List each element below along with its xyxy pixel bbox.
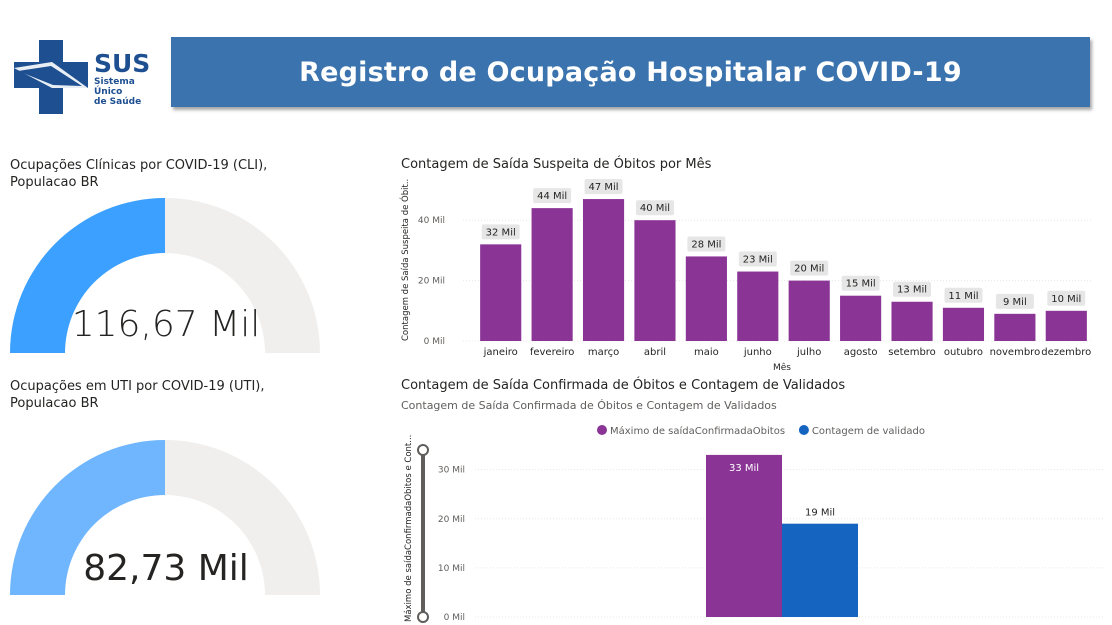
bar-janeiro[interactable] <box>480 244 522 341</box>
data-label: 32 Mil <box>486 227 516 238</box>
gauge-cli-value: 116,67 Mil <box>72 304 260 345</box>
bar-fevereiro[interactable] <box>531 208 573 341</box>
data-label-bg <box>841 275 880 291</box>
gauge-uti-title-line2: Populacao BR <box>10 396 99 411</box>
x-tick-label: setembro <box>888 347 936 358</box>
monthly-chart-title: Contagem de Saída Suspeita de Óbitos por… <box>401 157 712 172</box>
x-tick-label: abril <box>644 347 666 358</box>
data-label: 44 Mil <box>537 191 567 202</box>
bar-Contagem de validado[interactable] <box>782 523 858 617</box>
data-label-bg <box>893 281 932 297</box>
data-label: 10 Mil <box>1051 294 1081 305</box>
legend-label[interactable]: Contagem de validado <box>812 426 925 437</box>
y-tick-label: 20 Mil <box>438 515 465 525</box>
monthly-chart-xlabel: Mês <box>773 362 791 373</box>
data-label: 13 Mil <box>897 285 927 296</box>
bar-dezembro[interactable] <box>1045 310 1087 341</box>
bar-agosto[interactable] <box>840 295 882 341</box>
data-label-bg <box>944 287 983 303</box>
data-label-bg <box>687 236 726 252</box>
bar-setembro[interactable] <box>891 301 933 341</box>
data-label: 23 Mil <box>743 255 773 266</box>
slider-handle-top <box>417 444 429 456</box>
gauge-uti-title-line1: Ocupações em UTI por COVID-19 (UTI), <box>10 379 265 394</box>
x-tick-label: dezembro <box>1041 347 1091 358</box>
y-tick-label: 0 Mil <box>424 337 445 347</box>
y-tick-label: 20 Mil <box>418 277 445 287</box>
data-label-bg <box>995 293 1034 309</box>
gauge-cli-fill <box>10 198 165 353</box>
gauge-cli-title: Ocupações Clínicas por COVID-19 (CLI), P… <box>10 157 267 191</box>
confirmed-chart-title: Contagem de Saída Confirmada de Óbitos e… <box>401 378 846 393</box>
bar-Máximo de saídaConfirmadaObitos[interactable] <box>706 454 782 617</box>
data-label: 20 Mil <box>794 264 824 275</box>
slider-handle-bottom <box>417 611 429 623</box>
data-label: 47 Mil <box>588 182 618 193</box>
data-label: 19 Mil <box>805 508 835 519</box>
confirmed-chart-ylabel: Máximo de saídaConfirmadaObitos e Cont..… <box>404 435 414 622</box>
data-label-bg <box>533 188 572 204</box>
y-tick-label: 10 Mil <box>438 564 465 574</box>
logo-line3: de Saúde <box>94 97 141 107</box>
x-tick-label: março <box>588 347 619 358</box>
gauge-cli-title-line2: Populacao BR <box>10 175 99 190</box>
data-label: 28 Mil <box>691 239 721 250</box>
legend-marker <box>597 425 607 435</box>
gauge-uti-fill <box>10 440 165 595</box>
x-tick-label: outubro <box>944 347 983 358</box>
x-tick-label: fevereiro <box>530 347 575 358</box>
data-label: 15 Mil <box>846 279 876 290</box>
gauge-cli-title-line1: Ocupações Clínicas por COVID-19 (CLI), <box>10 158 268 173</box>
data-label: 11 Mil <box>948 291 978 302</box>
data-label-bg <box>790 260 829 276</box>
y-tick-label: 30 Mil <box>438 466 465 476</box>
data-label-bg <box>738 251 777 267</box>
sus-cross-icon <box>14 40 88 114</box>
y-tick-label: 40 Mil <box>418 216 445 226</box>
legend-marker <box>798 425 809 435</box>
x-tick-label: junho <box>743 347 772 358</box>
x-tick-label: maio <box>694 347 719 358</box>
logo-wordmark: SUS <box>94 49 150 78</box>
logo-line1: Sistema <box>94 77 135 87</box>
y-tick-label: 0 Mil <box>444 613 465 623</box>
page-title: Registro de Ocupação Hospitalar COVID-19 <box>299 56 962 88</box>
x-tick-label: janeiro <box>483 347 518 358</box>
bar-abril[interactable] <box>634 220 676 341</box>
gauge-cli[interactable]: 116,67 Mil <box>0 188 330 358</box>
gauge-uti[interactable]: 82,73 Mil <box>0 430 330 600</box>
data-label: 9 Mil <box>1003 297 1027 308</box>
data-label: 33 Mil <box>729 463 759 474</box>
x-tick-label: julho <box>796 347 821 358</box>
data-label-bg <box>635 200 674 216</box>
monthly-suspected-deaths-chart[interactable]: 0 Mil 20 Mil 40 Mil 32 Mil 44 Mil 47 Mil 40 M… <box>395 178 1107 373</box>
x-tick-label: agosto <box>844 347 878 358</box>
data-label-bg <box>584 179 623 195</box>
legend-label[interactable]: Máximo de saídaConfirmadaObitos <box>610 425 785 437</box>
sus-logo: SUS Sistema Único de Saúde <box>12 38 162 118</box>
y-axis-range-slider[interactable] <box>417 444 429 623</box>
bar-outubro[interactable] <box>942 307 985 341</box>
monthly-chart-ylabel: Contagem de Saída Suspeita de Óbit... <box>399 178 411 341</box>
bar-julho[interactable] <box>788 280 830 341</box>
bar-março[interactable] <box>582 199 625 341</box>
gauge-uti-value: 82,73 Mil <box>83 548 249 589</box>
data-label-bg <box>1047 290 1086 306</box>
bar-junho[interactable] <box>737 271 779 341</box>
gauge-uti-title: Ocupações em UTI por COVID-19 (UTI), Pop… <box>10 378 265 412</box>
data-label: 40 Mil <box>640 203 670 214</box>
bar-maio[interactable] <box>685 256 727 341</box>
confirmed-chart-subtitle: Contagem de Saída Confirmada de Óbitos e… <box>401 399 777 412</box>
data-label-bg <box>481 224 520 240</box>
header-banner: Registro de Ocupação Hospitalar COVID-19 <box>171 37 1090 107</box>
x-tick-label: novembro <box>990 347 1041 358</box>
logo-line2: Único <box>94 85 122 97</box>
confirmed-deaths-chart[interactable]: Máximo de saídaConfirmadaObitos Contagem … <box>395 415 1107 625</box>
bar-novembro[interactable] <box>994 313 1036 341</box>
